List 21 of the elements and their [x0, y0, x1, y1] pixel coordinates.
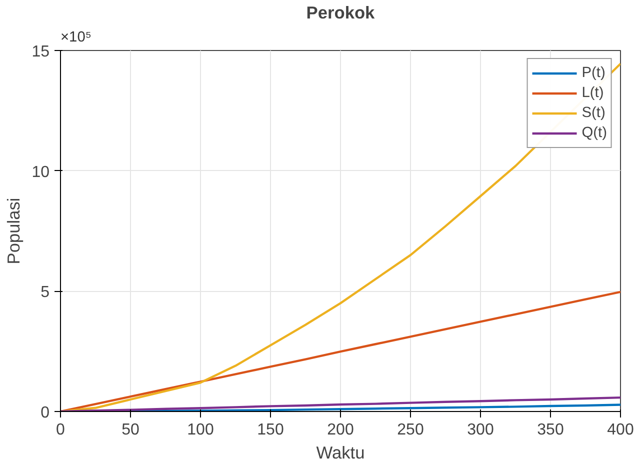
x-tick-label: 400: [607, 422, 634, 438]
y-tick-label: 15: [32, 44, 50, 60]
x-tick-label: 0: [56, 422, 66, 438]
chart-title: Perokok: [306, 2, 376, 22]
y-tick-label: 0: [40, 404, 50, 422]
x-tick-label: 350: [537, 422, 564, 438]
legend-label: S(t): [582, 105, 606, 121]
x-tick-label: 300: [467, 422, 494, 438]
y-axis-title: Populasi: [4, 198, 24, 264]
x-tick-label: 100: [187, 422, 214, 438]
y-tick-label: 5: [40, 284, 50, 302]
legend-label: Q(t): [582, 125, 607, 141]
x-tick-label: 200: [327, 422, 354, 438]
y-tick-label: 10: [32, 164, 50, 181]
x-tick-label: 50: [122, 422, 140, 438]
legend-label: P(t): [582, 65, 606, 81]
x-axis-title: Waktu: [316, 442, 365, 462]
x-tick-label: 250: [397, 422, 424, 438]
text: ×10⁵: [60, 30, 92, 46]
x-tick-label: 150: [257, 422, 284, 438]
legend-label: L(t): [582, 85, 604, 101]
